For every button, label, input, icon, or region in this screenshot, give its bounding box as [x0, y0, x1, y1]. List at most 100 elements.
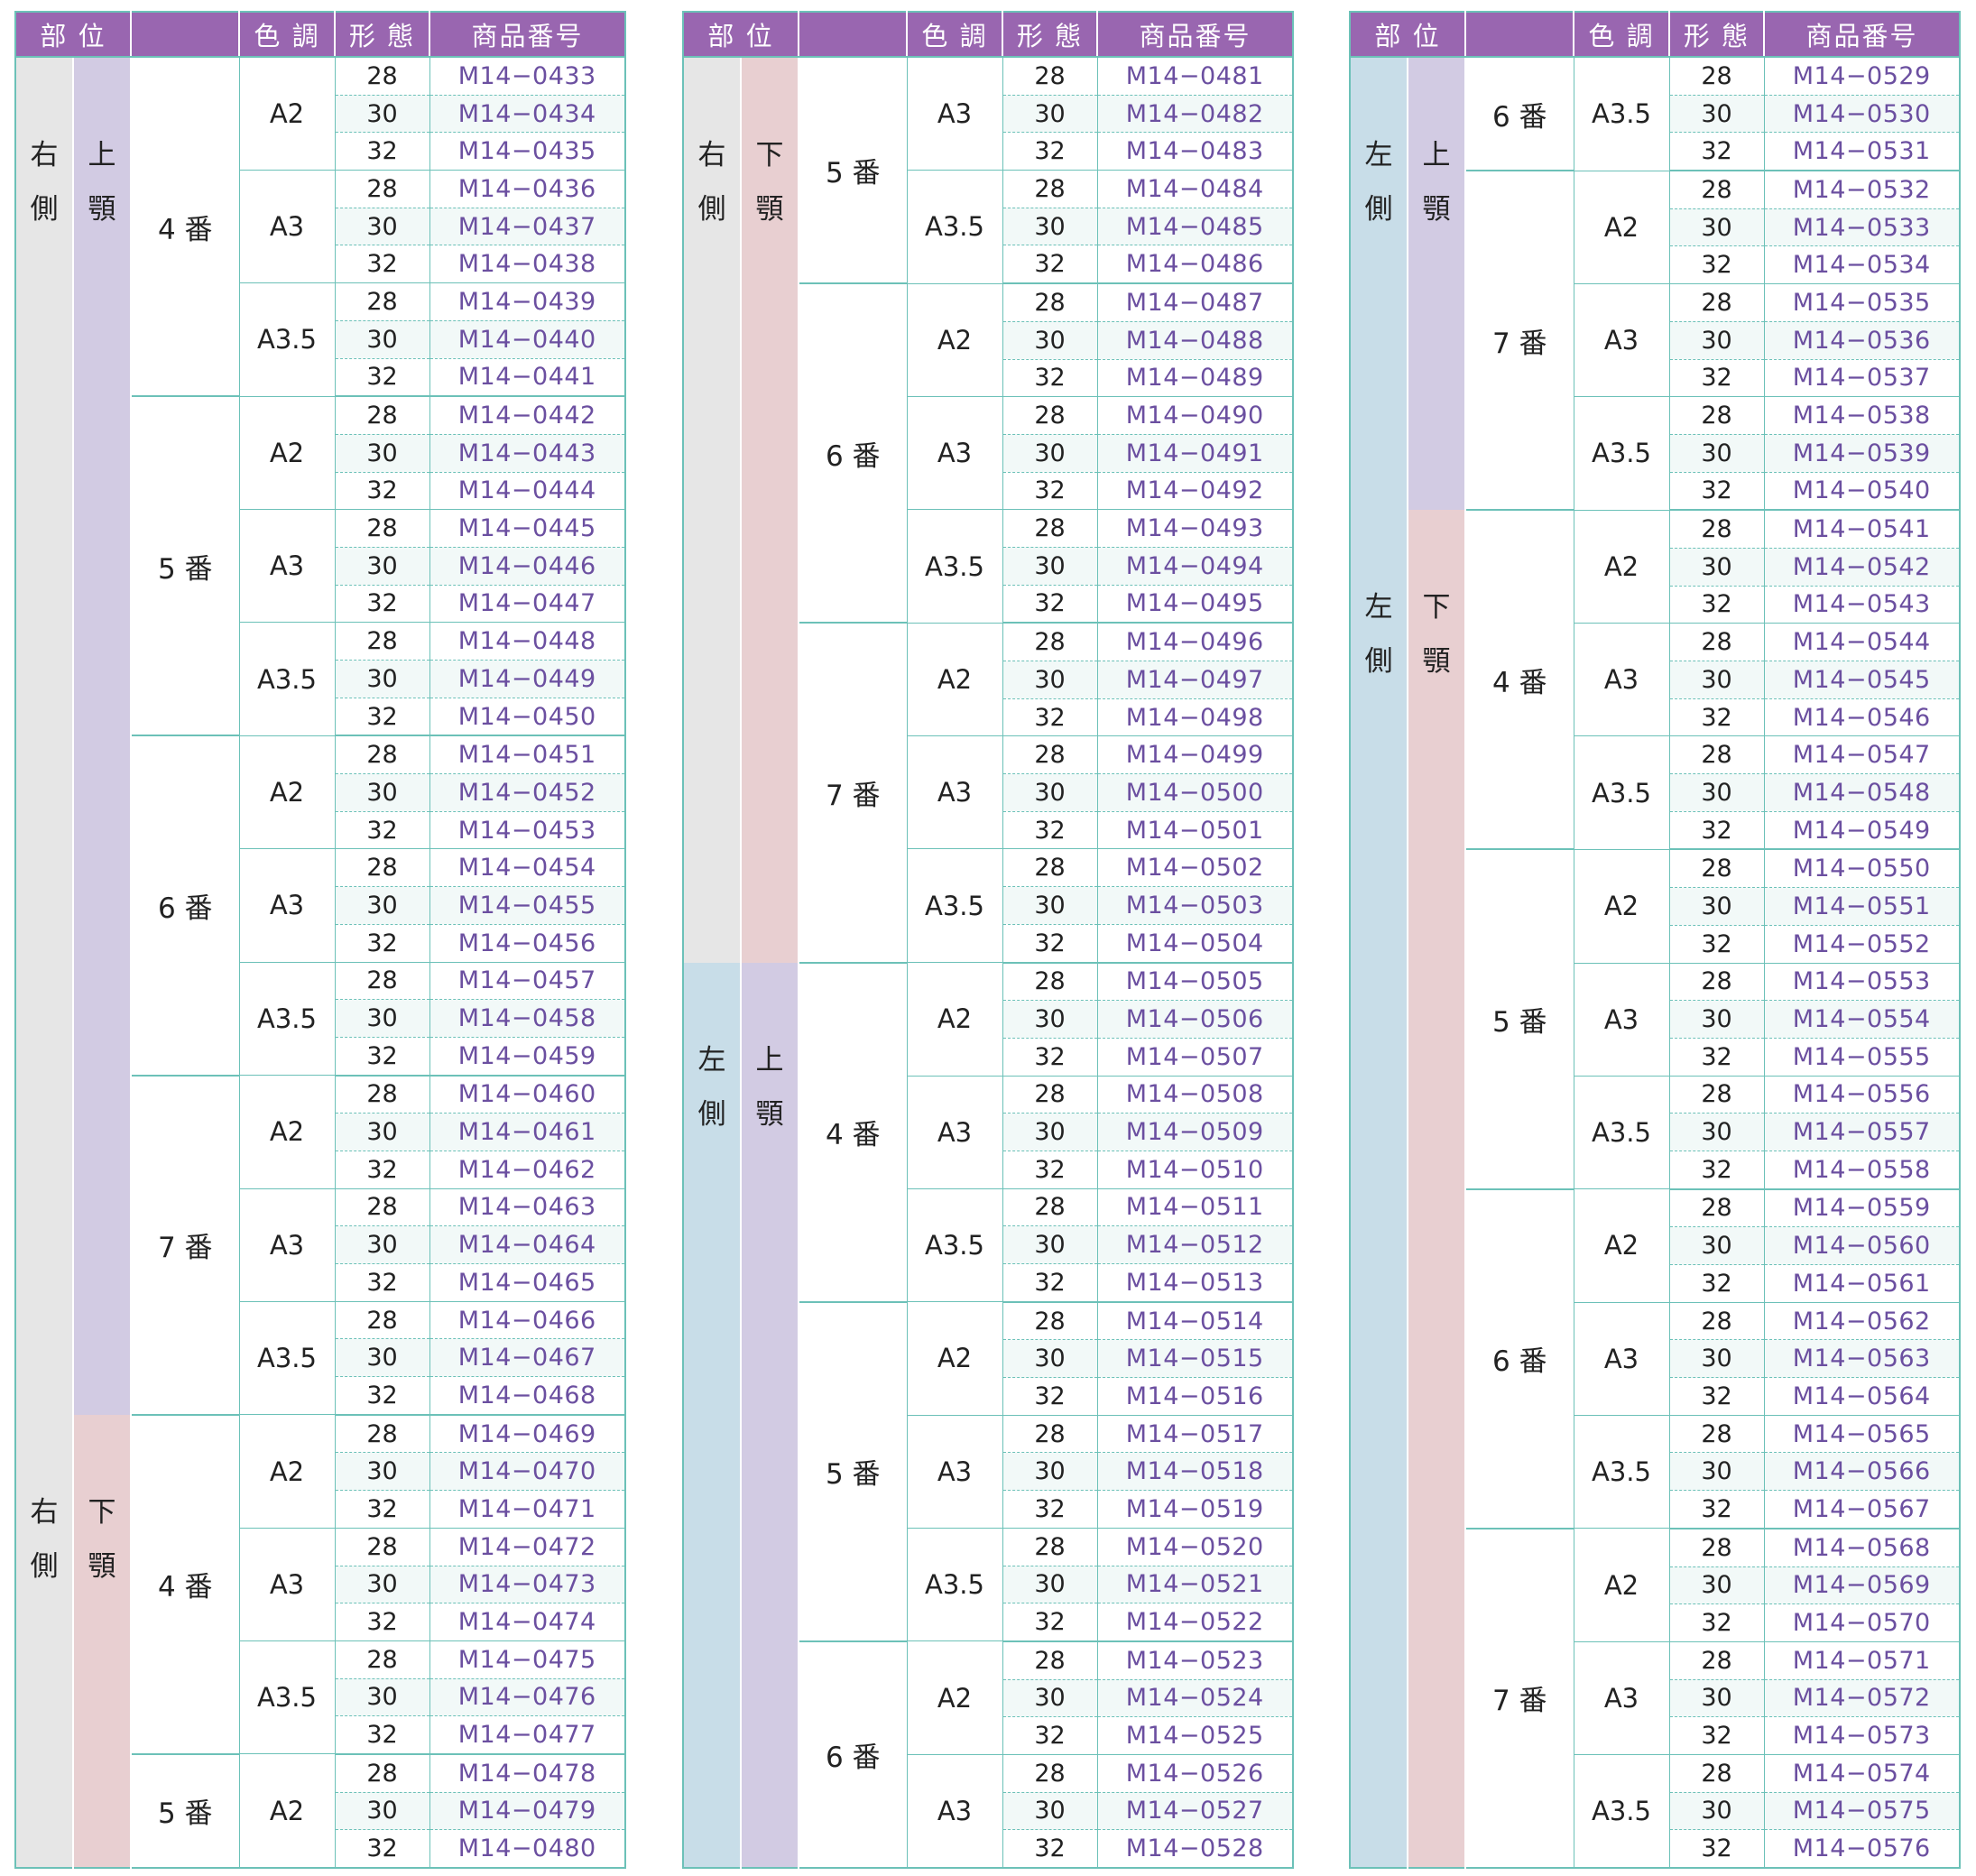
product-code: M14−0439: [429, 282, 625, 321]
shade-cell: A2: [907, 623, 1003, 737]
table-row: 7 番 A2 28 M14−0496: [683, 623, 1293, 964]
size-cell: 30: [1002, 1452, 1098, 1492]
size-cell: 28: [335, 622, 430, 661]
header-shade: 色 調: [238, 12, 335, 58]
jaw-cell: 下顎: [72, 1414, 132, 1868]
size-cell: 32: [1002, 1603, 1098, 1642]
table-row: 32 M14−0471: [15, 1490, 625, 1529]
size-cell: 30: [1669, 1452, 1765, 1492]
size-cell: 28: [1669, 1528, 1765, 1567]
product-code: M14−0469: [429, 1414, 625, 1454]
product-code: M14−0534: [1764, 245, 1960, 285]
shade-cell: A2: [1574, 1188, 1670, 1303]
table-row: 30 M14−0464: [15, 1225, 625, 1264]
table-row: 30 M14−0563: [1350, 1339, 1960, 1379]
table-row: 30 M14−0527: [683, 1792, 1293, 1831]
product-code: M14−0575: [1764, 1792, 1960, 1831]
size-cell: 28: [335, 1753, 430, 1793]
shade-cell: A3.5: [907, 1528, 1003, 1642]
table-row: 32 M14−0549: [1350, 811, 1960, 851]
product-code: M14−0495: [1097, 585, 1293, 624]
size-cell: 30: [1669, 1226, 1765, 1265]
table-row: 30 M14−0566: [1350, 1452, 1960, 1492]
size-cell: 32: [335, 1263, 430, 1302]
product-code: M14−0489: [1097, 359, 1293, 398]
size-cell: 30: [1669, 321, 1765, 360]
product-code: M14−0487: [1097, 283, 1293, 322]
table-row: 32 M14−0528: [683, 1829, 1293, 1870]
table-row: 30 M14−0458: [15, 999, 625, 1038]
product-code: M14−0523: [1097, 1640, 1293, 1680]
table-row: 6 番 A2 28 M14−0523: [683, 1640, 1293, 1870]
size-cell: 28: [1669, 396, 1765, 435]
header-size: 形 態: [334, 12, 429, 58]
tooth-cell: 7 番: [1465, 1528, 1574, 1870]
table-row: 32 M14−0492: [683, 472, 1293, 511]
table-row: A3 28 M14−0508: [683, 1076, 1293, 1189]
product-code: M14−0500: [1097, 773, 1293, 812]
size-cell: 28: [335, 848, 430, 888]
table-row: 32 M14−0525: [683, 1716, 1293, 1755]
product-code: M14−0518: [1097, 1452, 1293, 1492]
product-code: M14−0550: [1764, 849, 1960, 889]
size-cell: 32: [1669, 1829, 1765, 1870]
size-cell: 28: [335, 1075, 430, 1114]
size-cell: 28: [335, 962, 430, 1001]
size-cell: 28: [1669, 1754, 1765, 1793]
jaw-cell: 上顎: [72, 57, 132, 1415]
jaw-cell: 上顎: [740, 962, 799, 1868]
size-cell: 28: [1002, 170, 1098, 208]
product-code: M14−0520: [1097, 1528, 1293, 1566]
size-cell: 28: [1002, 1640, 1098, 1680]
product-code: M14−0470: [429, 1452, 625, 1492]
product-code: M14−0555: [1764, 1038, 1960, 1077]
size-cell: 28: [1669, 510, 1765, 549]
table-row: 30 M14−0542: [1350, 548, 1960, 587]
size-cell: 28: [335, 396, 430, 435]
size-cell: 30: [1669, 1566, 1765, 1605]
table-row: 30 M14−0497: [683, 661, 1293, 699]
table-row: 30 M14−0557: [1350, 1113, 1960, 1151]
product-code: M14−0507: [1097, 1038, 1293, 1077]
tooth-cell: 6 番: [131, 735, 240, 1077]
table-row: 30 M14−0440: [15, 320, 625, 359]
size-cell: 32: [1669, 245, 1765, 285]
size-cell: 32: [1669, 132, 1765, 172]
tooth-cell: 7 番: [1465, 171, 1574, 512]
size-cell: 30: [335, 434, 430, 473]
size-cell: 30: [1002, 1113, 1098, 1151]
table-row: A3 28 M14−0517: [683, 1415, 1293, 1529]
shade-cell: A2: [1574, 510, 1670, 624]
jaw-cell: 下顎: [1407, 510, 1466, 1868]
size-cell: 28: [1669, 963, 1765, 1002]
product-code: M14−0566: [1764, 1452, 1960, 1492]
table-row: 32 M14−0444: [15, 472, 625, 511]
size-cell: 30: [335, 208, 430, 246]
size-cell: 30: [335, 95, 430, 134]
product-code: M14−0447: [429, 585, 625, 624]
shade-cell: A3: [907, 396, 1003, 511]
size-cell: 30: [1002, 661, 1098, 699]
table-row: A3.5 28 M14−0574: [1350, 1754, 1960, 1869]
size-cell: 28: [1669, 849, 1765, 889]
size-cell: 28: [1669, 1641, 1765, 1680]
table-row: 30 M14−0530: [1350, 95, 1960, 134]
size-cell: 30: [1002, 208, 1098, 246]
table-row: 30 M14−0572: [1350, 1679, 1960, 1718]
product-code: M14−0531: [1764, 132, 1960, 172]
product-code: M14−0438: [429, 245, 625, 284]
product-code: M14−0499: [1097, 735, 1293, 775]
size-cell: 30: [335, 1338, 430, 1378]
size-cell: 30: [335, 1566, 430, 1604]
product-code: M14−0475: [429, 1640, 625, 1679]
product-code: M14−0522: [1097, 1603, 1293, 1642]
product-code: M14−0493: [1097, 509, 1293, 548]
size-cell: 28: [1002, 735, 1098, 775]
table-row: 32 M14−0441: [15, 358, 625, 398]
product-code: M14−0517: [1097, 1415, 1293, 1454]
product-code: M14−0553: [1764, 963, 1960, 1002]
jaw-label: 上顎: [1422, 139, 1451, 226]
size-cell: 30: [1669, 208, 1765, 247]
table-row: A3 28 M14−0526: [683, 1754, 1293, 1869]
product-code: M14−0567: [1764, 1490, 1960, 1529]
